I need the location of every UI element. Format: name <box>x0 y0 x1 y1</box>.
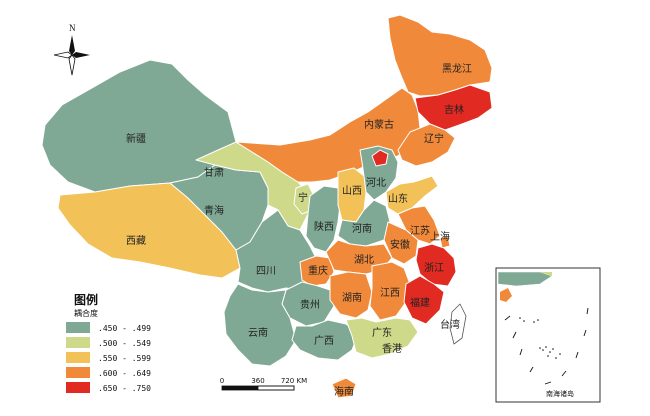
legend-swatch-2 <box>66 352 90 363</box>
label-shaanxi: 陕西 <box>314 220 334 233</box>
province-hainan[interactable] <box>331 377 357 399</box>
label-shandong: 山东 <box>388 192 408 205</box>
label-heilongjiang: 黑龙江 <box>442 62 472 75</box>
label-xizang: 西藏 <box>126 235 146 247</box>
province-anhui[interactable] <box>383 221 419 265</box>
label-liaoning: 辽宁 <box>424 132 444 145</box>
scale-tick-1: 360 <box>251 377 264 385</box>
label-shanxi: 山西 <box>342 185 362 197</box>
label-hunan: 湖南 <box>342 291 362 304</box>
province-yunnan[interactable] <box>223 283 297 367</box>
label-sichuan: 四川 <box>256 266 276 277</box>
legend-swatch-0 <box>66 322 90 333</box>
legend-swatch-1 <box>66 337 90 348</box>
province-xizang[interactable] <box>57 182 241 279</box>
label-shanghai: 上海 <box>430 230 450 243</box>
north-label: N <box>69 23 76 33</box>
province-jiangxi[interactable] <box>369 261 411 321</box>
label-qinghai: 青海 <box>204 204 224 217</box>
label-taiwan: 台湾 <box>440 318 460 331</box>
scale-tick-2: 720 KM <box>281 377 307 385</box>
province-henan[interactable] <box>337 199 391 247</box>
legend-title: 图例 <box>74 292 98 307</box>
label-hainan: 海南 <box>334 385 354 398</box>
province-shaanxi[interactable] <box>305 185 341 253</box>
label-ningxia: 宁 <box>298 191 308 204</box>
label-fujian: 福建 <box>410 296 430 309</box>
label-gansu: 甘肃 <box>204 166 224 179</box>
label-anhui: 安徽 <box>390 238 410 251</box>
legend-label-2: .550 - .599 <box>98 354 151 363</box>
province-beijing[interactable] <box>371 149 389 167</box>
scale-bar: 0 360 720 KM <box>220 377 307 391</box>
label-neimenggu: 内蒙古 <box>364 118 394 131</box>
label-guangdong: 广东 <box>372 326 392 339</box>
label-jilin: 吉林 <box>444 103 464 116</box>
scale-tick-0: 0 <box>220 377 224 385</box>
legend-subtitle: 耦合度 <box>74 308 98 318</box>
label-zhejiang: 浙江 <box>424 262 444 274</box>
label-hongkong: 香港 <box>382 343 402 355</box>
province-hunan[interactable] <box>329 271 373 319</box>
province-layer <box>41 14 493 399</box>
legend-label-4: .650 - .750 <box>98 384 151 393</box>
label-guangxi: 广西 <box>314 335 334 347</box>
province-shandong[interactable] <box>385 175 439 215</box>
label-chongqing: 重庆 <box>308 264 328 277</box>
legend-label-3: .600 - .649 <box>98 369 151 378</box>
south-sea-inset: 南海诸岛 <box>495 267 601 403</box>
label-jiangxi: 江西 <box>380 287 400 299</box>
province-guangdong[interactable] <box>345 317 419 359</box>
legend: 图例 耦合度 .450 - .499 .500 - .549 .550 - .599… <box>66 292 151 393</box>
province-jilin[interactable] <box>414 84 493 131</box>
legend-label-0: .450 - .499 <box>98 324 151 333</box>
province-liaoning[interactable] <box>397 123 456 167</box>
province-taiwan[interactable] <box>449 303 467 345</box>
province-labels: 新疆 西藏 青海 甘肃 内蒙古 黑龙江 吉林 辽宁 宁 陕西 山西 河北 山东 … <box>126 62 472 398</box>
north-arrow-icon <box>69 35 75 55</box>
label-jiangsu: 江苏 <box>410 224 430 237</box>
legend-label-1: .500 - .549 <box>98 339 151 348</box>
province-shanghai[interactable] <box>439 235 451 249</box>
province-heilongjiang[interactable] <box>387 14 493 97</box>
label-henan: 河南 <box>352 222 372 235</box>
north-arrow: N <box>53 23 90 76</box>
legend-items: .450 - .499 .500 - .549 .550 - .599 .600 - … <box>66 322 151 393</box>
legend-swatch-4 <box>66 382 90 393</box>
province-zhejiang[interactable] <box>415 243 457 287</box>
label-xinjiang: 新疆 <box>126 132 146 145</box>
legend-swatch-3 <box>66 367 90 378</box>
label-hebei: 河北 <box>366 177 386 189</box>
province-guangxi[interactable] <box>291 319 359 361</box>
label-hubei: 湖北 <box>354 254 374 266</box>
province-fujian[interactable] <box>403 275 445 325</box>
label-yunnan: 云南 <box>248 326 268 339</box>
label-guizhou: 贵州 <box>300 298 320 311</box>
inset-label: 南海诸岛 <box>546 389 574 398</box>
